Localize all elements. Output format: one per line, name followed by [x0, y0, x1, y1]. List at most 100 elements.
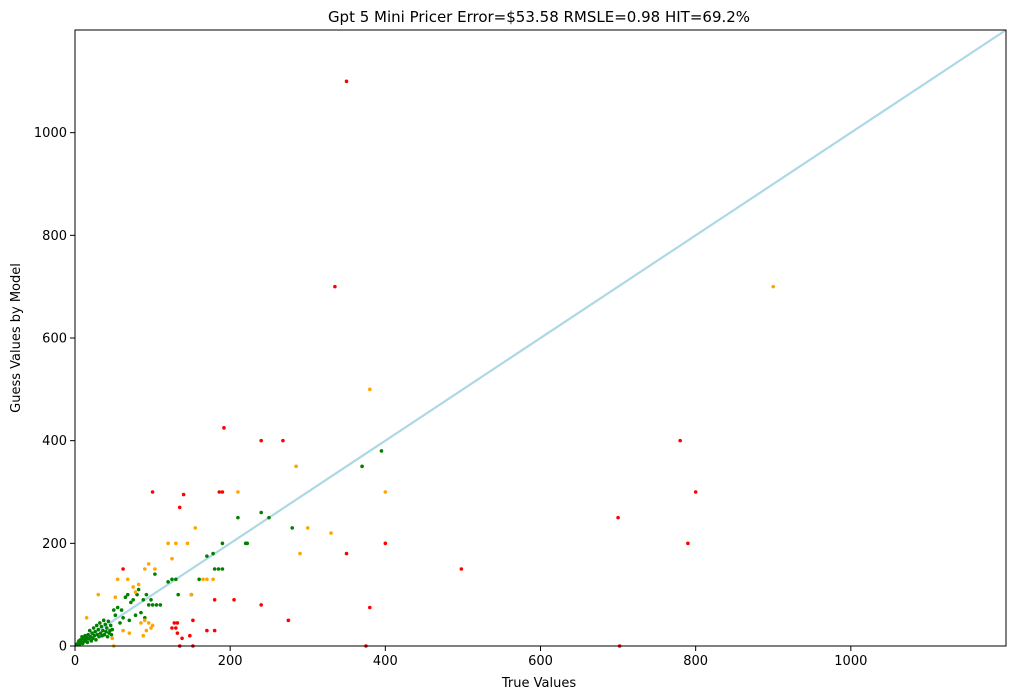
x-tick-label: 0 — [71, 654, 79, 669]
data-point-green — [94, 638, 98, 642]
data-point-red — [333, 284, 337, 289]
y-tick-label: 400 — [42, 434, 67, 449]
data-point-green — [94, 623, 99, 628]
data-point-red — [121, 567, 125, 571]
data-point-red — [232, 598, 236, 602]
data-point-red — [212, 598, 217, 602]
data-point-green — [129, 600, 133, 605]
data-point-orange — [368, 387, 372, 392]
data-point-green — [125, 592, 130, 597]
reference-line-layer — [74, 29, 1007, 647]
data-point-red — [686, 541, 690, 546]
data-point-green — [90, 631, 94, 635]
data-point-orange — [153, 567, 157, 571]
plot-area — [74, 29, 1007, 648]
data-point-red — [222, 426, 226, 430]
data-point-red — [286, 618, 291, 623]
data-point-green — [85, 640, 90, 645]
data-point-green — [87, 628, 92, 633]
data-point-green — [99, 624, 104, 629]
reference-line — [74, 29, 1007, 647]
data-point-green — [154, 603, 159, 607]
data-point-green — [267, 515, 271, 520]
data-point-orange — [298, 551, 302, 556]
data-point-red — [174, 626, 178, 630]
data-point-red — [181, 492, 186, 497]
data-point-green — [176, 592, 180, 597]
data-point-red — [459, 567, 464, 571]
data-point-red — [678, 438, 682, 443]
data-point-green — [118, 621, 122, 625]
data-point-orange — [146, 562, 151, 566]
data-point-green — [236, 515, 240, 520]
x-tick-label: 200 — [218, 654, 243, 669]
y-tick-label: 800 — [42, 229, 67, 244]
data-point-orange — [383, 490, 388, 494]
data-point-red — [220, 490, 225, 494]
data-point-orange — [305, 526, 310, 530]
x-tick-label: 1000 — [834, 654, 867, 669]
data-point-green — [205, 554, 209, 558]
x-tick-label: 600 — [528, 654, 553, 669]
data-point-red — [172, 621, 177, 625]
data-point-orange — [133, 590, 138, 594]
data-point-red — [175, 631, 180, 635]
y-axis: 0 200 400 600 800 1000 — [34, 126, 75, 655]
data-point-green — [111, 608, 116, 612]
x-tick-label: 800 — [683, 654, 708, 669]
data-point-green — [136, 587, 141, 592]
data-point-green — [211, 551, 215, 556]
data-point-orange — [141, 633, 146, 638]
data-point-red — [217, 490, 222, 494]
data-point-orange — [125, 577, 130, 582]
data-point-green — [220, 567, 225, 571]
data-point-green — [97, 634, 101, 639]
data-point-green — [110, 627, 115, 632]
data-point-green — [98, 621, 102, 625]
data-point-orange — [113, 595, 118, 600]
x-axis-label: True Values — [501, 676, 576, 691]
data-point-green — [104, 629, 108, 634]
data-point-orange — [84, 615, 89, 620]
data-point-orange — [329, 531, 333, 535]
data-point-green — [141, 598, 146, 602]
data-point-orange — [150, 623, 155, 628]
data-point-green — [113, 613, 118, 617]
data-point-orange — [115, 577, 120, 582]
data-point-green — [103, 622, 108, 627]
data-point-green — [96, 627, 101, 632]
data-point-green — [106, 619, 111, 624]
data-point-orange — [127, 631, 132, 635]
data-point-red — [150, 490, 155, 494]
data-point-green — [290, 526, 295, 530]
data-point-orange — [136, 582, 141, 587]
data-point-orange — [189, 592, 194, 597]
data-point-green — [86, 632, 90, 637]
data-point-green — [108, 623, 113, 628]
data-point-green — [212, 567, 217, 571]
data-point-orange — [174, 541, 178, 546]
data-point-red — [180, 636, 184, 641]
data-point-green — [360, 464, 364, 469]
data-point-orange — [201, 577, 205, 582]
data-point-red — [259, 438, 264, 443]
data-point-orange — [185, 541, 190, 546]
points-layer — [74, 79, 776, 648]
data-point-orange — [121, 628, 125, 633]
y-tick-label: 1000 — [34, 126, 67, 141]
data-point-orange — [294, 464, 298, 469]
data-point-red — [212, 628, 217, 633]
data-point-orange — [205, 577, 209, 582]
data-point-green — [149, 598, 153, 602]
data-point-green — [115, 605, 120, 610]
data-point-green — [144, 592, 149, 597]
data-point-red — [259, 603, 264, 607]
data-point-orange — [166, 541, 170, 546]
data-point-green — [119, 608, 124, 612]
data-point-green — [102, 632, 107, 637]
data-point-red — [344, 551, 349, 556]
data-point-orange — [193, 526, 198, 530]
data-point-red — [205, 628, 209, 633]
data-point-red — [693, 490, 698, 494]
